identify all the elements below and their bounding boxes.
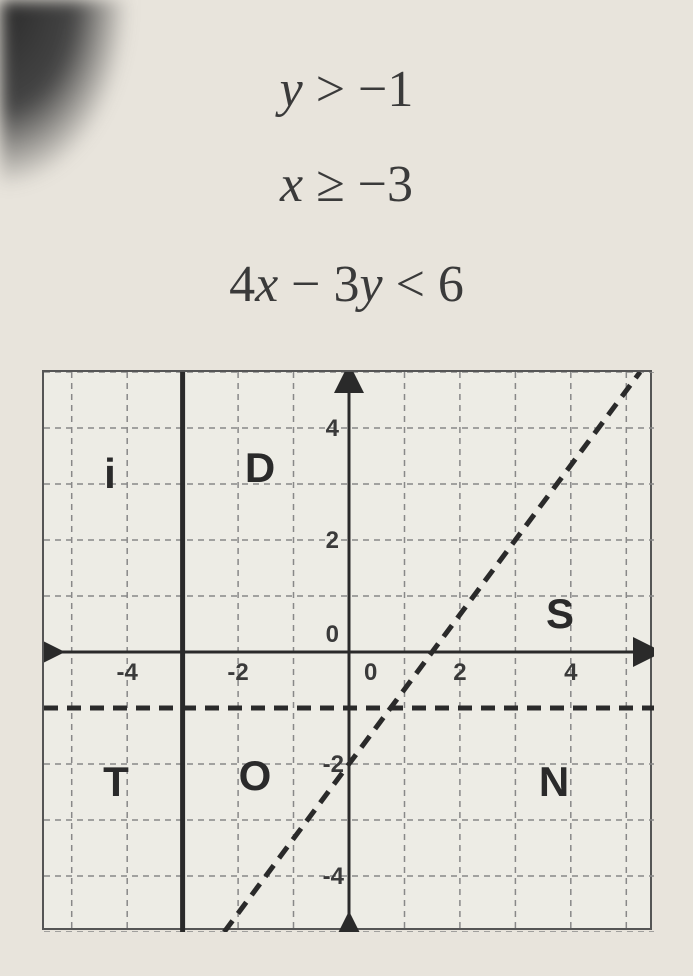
inequality-3: 4x − 3y < 6 <box>0 255 693 314</box>
region-label-O: O <box>239 752 272 799</box>
x-tick-2: 2 <box>453 659 466 686</box>
region-label-i: i <box>104 450 116 497</box>
y-tick-4: 4 <box>326 415 340 442</box>
region-label-N: N <box>539 758 569 805</box>
x-tick-neg4: -4 <box>117 659 139 686</box>
y-tick-0y: 0 <box>326 621 339 648</box>
x-tick-neg2: -2 <box>227 659 248 686</box>
inequality-1: y > −1 <box>0 60 693 119</box>
region-label-T: T <box>103 758 129 805</box>
y-tick-2: 2 <box>326 527 339 554</box>
inequality-chart: -4 -2 0 2 4 4 2 0 -2 -4 i D S T O N <box>42 370 652 930</box>
chart-svg: -4 -2 0 2 4 4 2 0 -2 -4 i D S T O N <box>44 372 654 932</box>
y-tick-neg4: -4 <box>323 863 345 890</box>
region-label-S: S <box>546 590 574 637</box>
x-tick-0: 0 <box>364 659 377 686</box>
inequality-2: x ≥ −3 <box>0 155 693 214</box>
x-tick-labels: -4 -2 0 2 4 <box>117 659 579 686</box>
x-tick-4: 4 <box>564 659 578 686</box>
region-label-D: D <box>245 444 275 491</box>
